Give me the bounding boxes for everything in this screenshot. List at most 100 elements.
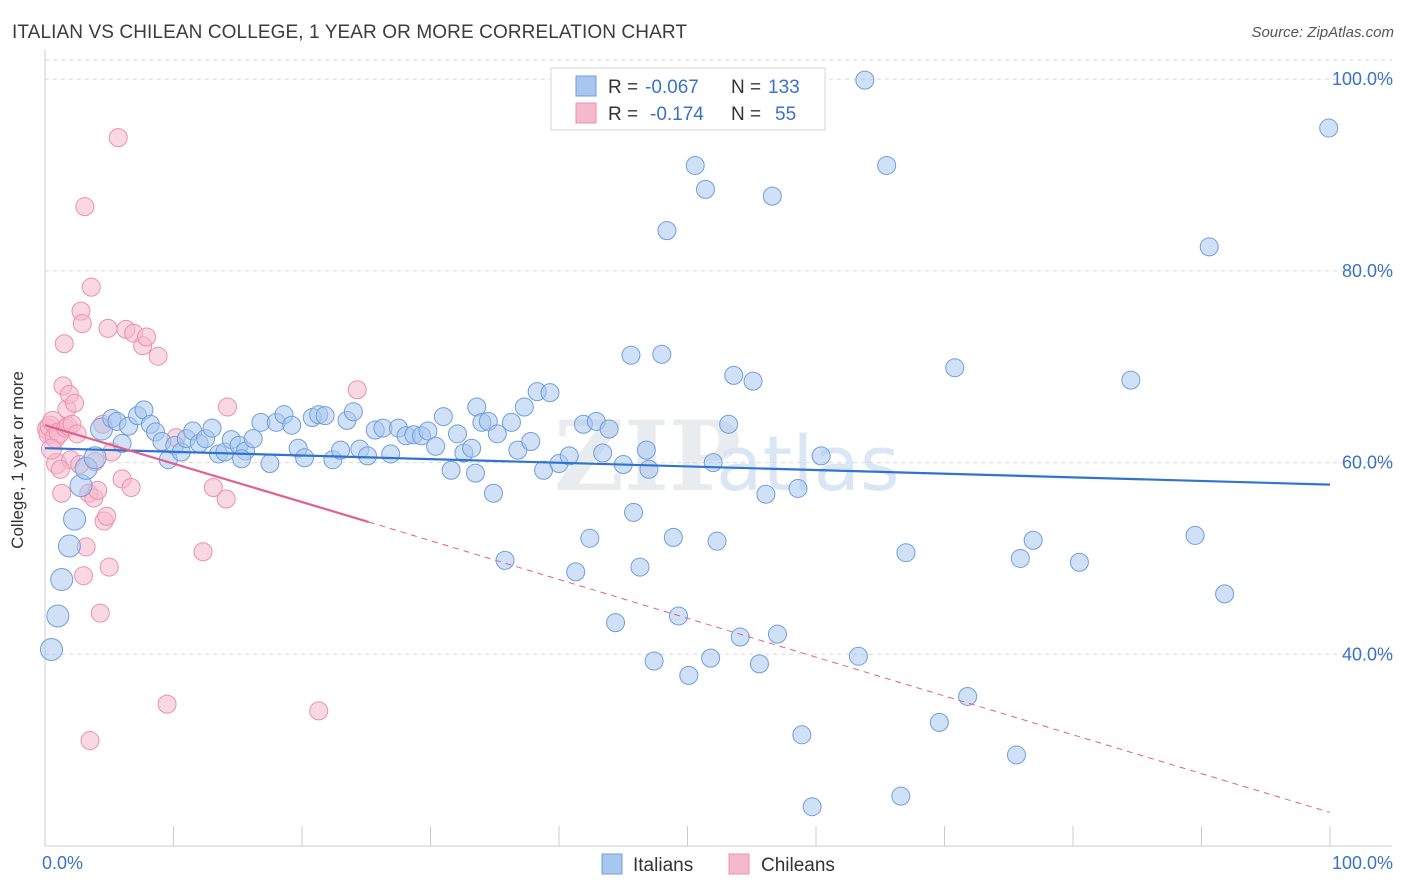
italians-point xyxy=(566,562,586,582)
series-swatch-chileans xyxy=(728,853,750,875)
series-swatch-italians xyxy=(601,853,623,875)
chileans-point xyxy=(65,393,85,413)
italians-point xyxy=(483,483,503,503)
stats-legend: R = -0.067 N = 133 R = -0.174 N = 55 xyxy=(550,67,826,131)
italians-point xyxy=(877,155,897,175)
italians-point xyxy=(243,429,263,449)
italians-point xyxy=(260,454,280,474)
italians-point xyxy=(202,418,222,438)
italians-point xyxy=(358,446,378,466)
italians-point xyxy=(762,186,782,206)
y-tick-label: 100.0% xyxy=(1332,69,1393,89)
y-tick-label: 40.0% xyxy=(1342,644,1393,664)
italians-point xyxy=(788,478,808,498)
italians-point xyxy=(802,797,822,817)
italians-point xyxy=(462,438,482,458)
italians-point xyxy=(426,436,446,456)
italians-point xyxy=(621,345,641,365)
italians-point xyxy=(83,446,107,470)
italians-point xyxy=(663,527,683,547)
italians-point xyxy=(599,419,619,439)
chileans-point xyxy=(347,380,367,400)
italians-point xyxy=(848,646,868,666)
chileans-point xyxy=(75,197,95,217)
italians-point xyxy=(540,383,560,403)
chileans-point xyxy=(203,478,223,498)
watermark: ZIP atlas xyxy=(554,400,900,513)
italians-point xyxy=(487,424,507,444)
gridlines xyxy=(45,59,1392,655)
italians-point xyxy=(624,502,644,522)
italians-point xyxy=(514,397,534,417)
x-tick-label-max: 100.0% xyxy=(1332,853,1393,873)
italians-point xyxy=(501,412,521,432)
italians-point xyxy=(1185,525,1205,545)
chileans-point xyxy=(99,557,119,577)
chileans-point xyxy=(81,277,101,297)
italians-point xyxy=(63,507,87,531)
chileans-point xyxy=(309,701,329,721)
italians-point xyxy=(441,460,461,480)
chileans-point xyxy=(193,542,213,562)
italians-point xyxy=(433,407,453,427)
y-tick-label: 60.0% xyxy=(1342,453,1393,473)
italians-point xyxy=(343,402,363,422)
italians-point xyxy=(331,440,351,460)
italians-point xyxy=(50,568,74,592)
italians-point xyxy=(580,528,600,548)
legend-n-value-italians: 133 xyxy=(768,77,800,98)
italians-point xyxy=(695,179,715,199)
italians-point xyxy=(701,648,721,668)
italians-point xyxy=(652,344,672,364)
legend-r-value-chileans: -0.174 xyxy=(650,104,704,125)
series-label-chileans: Chileans xyxy=(761,855,835,876)
chileans-point xyxy=(216,489,236,509)
italians-point xyxy=(811,446,831,466)
italians-trend-line xyxy=(44,447,1331,486)
legend-r-label-chileans: R = xyxy=(608,104,638,125)
tick-labels: 40.0% 60.0% 80.0% 100.0% 0.0% 100.0% xyxy=(42,69,1393,873)
chileans-trend-line xyxy=(44,424,370,524)
italians-point xyxy=(521,431,541,451)
italians-point xyxy=(636,440,656,460)
italians-point xyxy=(730,627,750,647)
italians-point xyxy=(1215,584,1235,604)
chileans-point xyxy=(74,566,94,586)
italians-point xyxy=(743,371,763,391)
italians-point xyxy=(46,604,70,628)
italians-point xyxy=(232,449,252,469)
italians-point xyxy=(57,534,81,558)
chileans-point xyxy=(108,128,128,148)
chileans-points xyxy=(37,128,367,751)
italians-point xyxy=(418,421,438,441)
italians-point xyxy=(295,448,315,468)
legend-r-value-italians: -0.067 xyxy=(645,77,699,98)
x-tick-label-min: 0.0% xyxy=(42,853,83,873)
italians-point xyxy=(282,415,302,435)
italians-point xyxy=(381,444,401,464)
italians-point xyxy=(1010,548,1030,568)
series-label-italians: Italians xyxy=(633,855,693,876)
y-tick-label: 80.0% xyxy=(1342,261,1393,281)
legend-n-label-italians: N = xyxy=(731,77,761,98)
italians-point xyxy=(719,414,739,434)
chileans-point xyxy=(90,603,110,623)
italians-point xyxy=(495,550,515,570)
italians-point xyxy=(685,155,705,175)
chart-source: Source: ZipAtlas.com xyxy=(1251,24,1394,41)
italians-point xyxy=(891,786,911,806)
italians-point xyxy=(1199,237,1219,257)
chileans-point xyxy=(217,397,237,417)
y-axis-title: College, 1 year or more xyxy=(8,371,27,549)
italians-point xyxy=(1319,118,1339,138)
legend-swatch-chileans xyxy=(575,102,597,124)
chileans-point xyxy=(157,694,177,714)
italians-point xyxy=(39,638,63,661)
italians-point xyxy=(606,613,626,633)
italians-point xyxy=(756,484,776,504)
italians-point xyxy=(1069,552,1089,572)
italians-point xyxy=(707,531,727,551)
italians-point xyxy=(1121,370,1141,390)
italians-point xyxy=(447,424,467,444)
